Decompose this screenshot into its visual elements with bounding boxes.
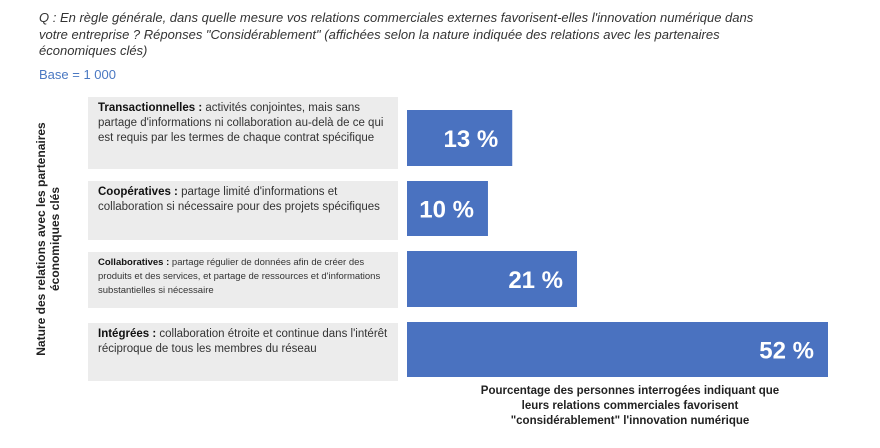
bar-0 xyxy=(407,110,513,166)
category-description: partage limité d'informations et collabo… xyxy=(98,186,380,213)
x-axis-label: Pourcentage des personnes interrogées in… xyxy=(480,385,780,427)
bar-value-label-2: 21 % xyxy=(508,267,563,294)
bar-value-label-0: 13 % xyxy=(444,126,499,153)
bar-1 xyxy=(407,181,488,236)
base-size-label: Base = 1 000 xyxy=(39,67,116,82)
category-label-integrees: Intégrées : collaboration étroite et con… xyxy=(88,323,398,381)
category-label-cooperatives: Coopératives : partage limité d'informat… xyxy=(88,181,398,240)
bar-2 xyxy=(407,251,578,307)
category-label-collaboratives: Collaboratives : partage régulier de don… xyxy=(88,252,398,308)
bar-3 xyxy=(407,322,828,377)
category-description: activités conjointes, mais sans partage … xyxy=(98,102,384,144)
question-text: Q : En règle générale, dans quelle mesur… xyxy=(39,10,754,58)
category-description: partage régulier de données afin de crée… xyxy=(98,257,381,296)
category-label-transactionnelles: Transactionnelles : activités conjointes… xyxy=(88,97,398,169)
category-name: Coopératives : xyxy=(98,186,178,198)
category-name: Intégrées : xyxy=(98,328,157,340)
category-description: collaboration étroite et continue dans l… xyxy=(98,328,388,355)
bar-value-label-3: 52 % xyxy=(759,338,814,365)
category-name: Collaboratives : xyxy=(98,257,170,268)
bar-value-label-1: 10 % xyxy=(419,197,474,224)
category-name: Transactionnelles : xyxy=(98,102,203,114)
